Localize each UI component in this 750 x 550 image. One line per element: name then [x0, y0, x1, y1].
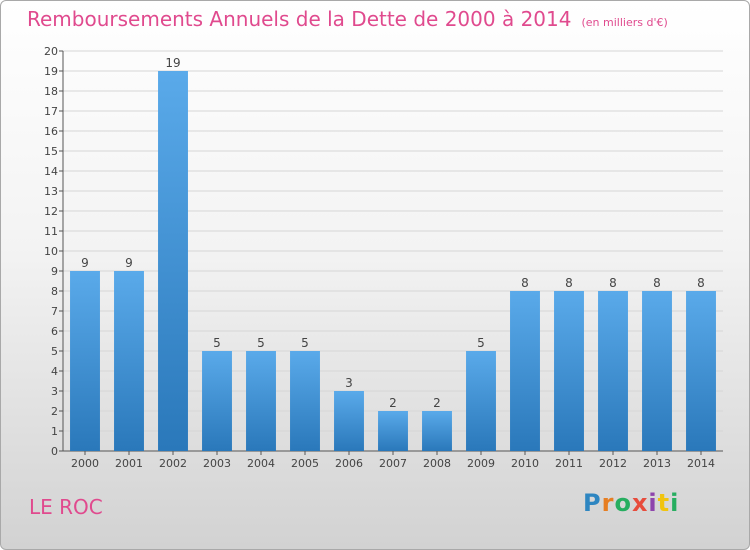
logo-letter: o	[614, 489, 632, 517]
y-tick-label: 7	[51, 305, 58, 318]
y-tick-label: 8	[51, 285, 58, 298]
x-tick-label: 2011	[555, 457, 583, 470]
logo-letter: i	[670, 489, 680, 517]
logo-letter: r	[601, 489, 615, 517]
y-tick-label: 19	[44, 65, 58, 78]
bar	[334, 391, 364, 451]
bar-value-label: 8	[609, 276, 617, 290]
x-tick-label: 2005	[291, 457, 319, 470]
bar-value-label: 8	[653, 276, 661, 290]
y-tick-label: 14	[44, 165, 58, 178]
bar-value-label: 8	[697, 276, 705, 290]
bar-value-label: 8	[521, 276, 529, 290]
bar	[246, 351, 276, 451]
proxiti-logo[interactable]: Proxiti	[583, 489, 679, 517]
x-tick-label: 2002	[159, 457, 187, 470]
x-tick-label: 2010	[511, 457, 539, 470]
y-tick-label: 6	[51, 325, 58, 338]
y-tick-label: 10	[44, 245, 58, 258]
bar	[686, 291, 716, 451]
bar	[202, 351, 232, 451]
bar-value-label: 2	[389, 396, 397, 410]
bar	[510, 291, 540, 451]
bar-value-label: 19	[165, 56, 180, 70]
y-tick-label: 15	[44, 145, 58, 158]
bar-value-label: 5	[477, 336, 485, 350]
y-tick-label: 12	[44, 205, 58, 218]
bar-value-label: 5	[213, 336, 221, 350]
y-tick-label: 20	[44, 45, 58, 58]
bar	[378, 411, 408, 451]
y-tick-label: 3	[51, 385, 58, 398]
x-tick-label: 2001	[115, 457, 143, 470]
bar-value-label: 5	[257, 336, 265, 350]
bar-value-label: 5	[301, 336, 309, 350]
y-tick-label: 17	[44, 105, 58, 118]
x-tick-label: 2009	[467, 457, 495, 470]
bar	[158, 71, 188, 451]
y-tick-label: 11	[44, 225, 58, 238]
x-tick-label: 2007	[379, 457, 407, 470]
logo-letter: x	[631, 489, 649, 517]
bar	[114, 271, 144, 451]
bar	[466, 351, 496, 451]
bar-value-label: 3	[345, 376, 353, 390]
bar	[70, 271, 100, 451]
logo-letter: t	[657, 489, 671, 517]
bar	[642, 291, 672, 451]
place-name: LE ROC	[29, 495, 103, 519]
y-tick-label: 9	[51, 265, 58, 278]
bar	[290, 351, 320, 451]
x-tick-label: 2000	[71, 457, 99, 470]
y-tick-label: 0	[51, 445, 58, 458]
x-tick-label: 2004	[247, 457, 275, 470]
y-tick-label: 16	[44, 125, 58, 138]
bar	[554, 291, 584, 451]
y-tick-label: 5	[51, 345, 58, 358]
chart-unit-note: (en milliers d'€)	[581, 16, 668, 29]
x-tick-label: 2012	[599, 457, 627, 470]
chart-title-text: Remboursements Annuels de la Dette de 20…	[27, 7, 572, 31]
x-tick-label: 2014	[687, 457, 715, 470]
y-tick-label: 18	[44, 85, 58, 98]
y-tick-label: 13	[44, 185, 58, 198]
x-tick-label: 2006	[335, 457, 363, 470]
bar	[598, 291, 628, 451]
y-tick-label: 1	[51, 425, 58, 438]
bar-value-label: 2	[433, 396, 441, 410]
y-tick-label: 2	[51, 405, 58, 418]
chart-title: Remboursements Annuels de la Dette de 20…	[27, 7, 668, 31]
x-tick-label: 2013	[643, 457, 671, 470]
bar-value-label: 9	[81, 256, 89, 270]
logo-letter: P	[583, 489, 602, 517]
bar	[422, 411, 452, 451]
y-tick-label: 4	[51, 365, 58, 378]
bar-value-label: 9	[125, 256, 133, 270]
logo-letter: i	[648, 489, 658, 517]
x-tick-label: 2003	[203, 457, 231, 470]
x-tick-label: 2008	[423, 457, 451, 470]
bar-value-label: 8	[565, 276, 573, 290]
